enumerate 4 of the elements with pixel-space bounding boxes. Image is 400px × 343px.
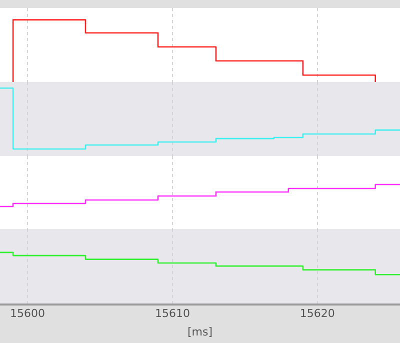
x-tick-label: 15620 — [300, 307, 335, 320]
x-tick-label: 15600 — [10, 307, 46, 320]
x-tick-label: 15610 — [154, 307, 190, 320]
x-axis-title: [ms] — [187, 325, 213, 338]
